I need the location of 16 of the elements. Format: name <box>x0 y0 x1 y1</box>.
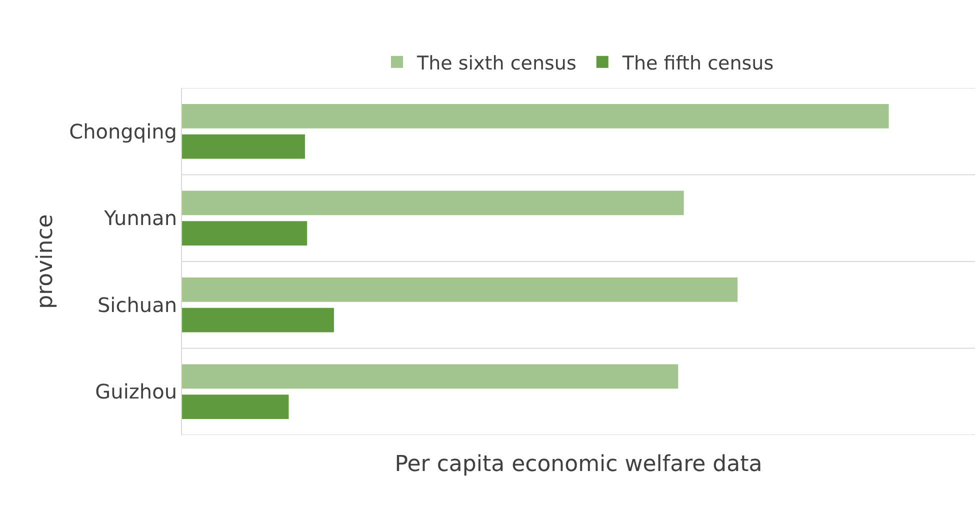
legend-label: The sixth census <box>416 52 576 74</box>
y-axis-title: province <box>32 214 58 309</box>
y-tick-label: Guizhou <box>95 380 177 404</box>
y-tick-label: Chongqing <box>69 119 177 144</box>
x-axis-title: Per capita economic welfare data <box>394 452 762 477</box>
y-tick-label: Sichuan <box>97 292 177 317</box>
bar <box>182 221 308 246</box>
bar <box>182 394 289 419</box>
legend-label: The fifth census <box>621 52 774 74</box>
bar <box>182 278 738 302</box>
bar <box>182 308 334 332</box>
bar <box>182 364 678 389</box>
bar <box>182 190 684 216</box>
bar <box>182 104 889 128</box>
y-tick-label: Yunnan <box>103 206 177 230</box>
bar <box>182 134 305 159</box>
